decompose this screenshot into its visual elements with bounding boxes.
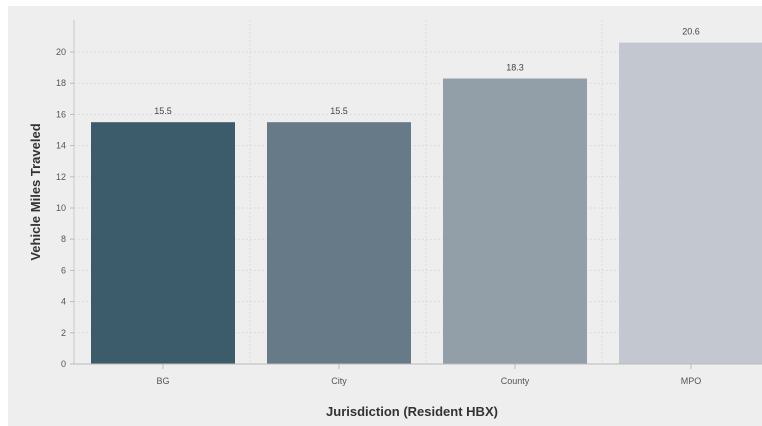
y-tick-label: 18	[56, 78, 66, 88]
x-tick-label: City	[331, 376, 347, 386]
y-axis-title: Vehicle Miles Traveled	[28, 123, 43, 260]
bar	[443, 78, 587, 365]
y-tick-label: 4	[61, 297, 66, 307]
y-tick-label: 10	[56, 203, 66, 213]
bars	[91, 42, 762, 365]
bar-value-label: 18.3	[506, 63, 524, 73]
bar-value-label: 15.5	[154, 106, 172, 116]
x-axis-title: Jurisdiction (Resident HBX)	[326, 404, 498, 419]
bar-value-label: 15.5	[330, 106, 348, 116]
x-axis-ticks: BG City County MPO	[156, 364, 701, 386]
y-tick-label: 6	[61, 265, 66, 275]
y-tick-label: 2	[61, 328, 66, 338]
x-tick-label: MPO	[681, 376, 702, 386]
x-tick-label: County	[501, 376, 530, 386]
bar	[619, 42, 762, 364]
y-tick-label: 12	[56, 172, 66, 182]
bar	[267, 122, 411, 364]
y-tick-label: 14	[56, 141, 66, 151]
y-tick-label: 0	[61, 359, 66, 369]
bar-value-label: 20.6	[682, 27, 700, 37]
x-tick-label: BG	[156, 376, 169, 386]
bar	[91, 122, 235, 364]
y-tick-label: 16	[56, 109, 66, 119]
y-tick-label: 20	[56, 47, 66, 57]
y-tick-label: 8	[61, 234, 66, 244]
y-axis-ticks: 0 2 4 6 8 10 12 14 16 18 20	[56, 47, 74, 369]
data-labels: 15.5 15.5 18.3 20.6	[154, 27, 700, 117]
